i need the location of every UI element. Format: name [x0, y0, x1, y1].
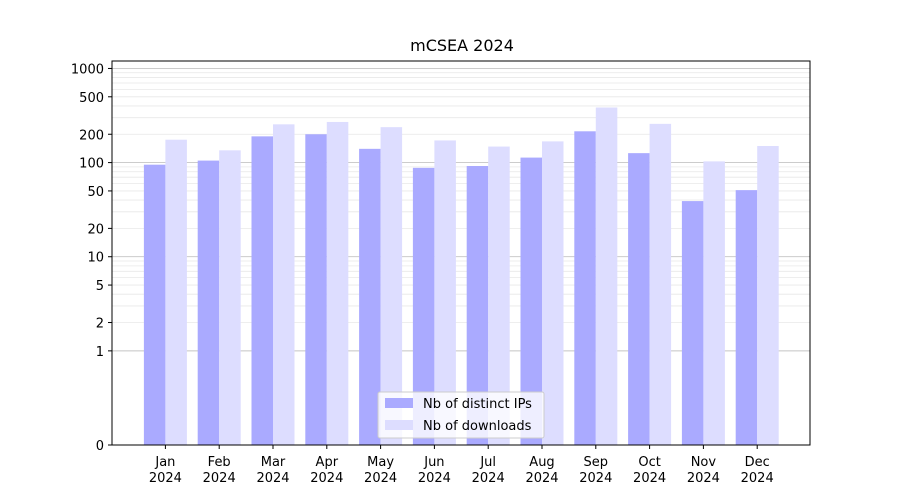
bar-downloads [219, 150, 241, 445]
y-tick-label: 1 [96, 345, 104, 360]
bar-downloads [434, 140, 456, 445]
bar-distinct-ips [412, 167, 435, 445]
bar-downloads [380, 127, 403, 445]
bar-downloads [703, 161, 725, 445]
y-axis: 0 1 2 5 10 20 50 100 200 500 1000 [71, 62, 112, 454]
x-tick-label: May 2024 [364, 455, 397, 486]
x-tick-label: Jun 2024 [418, 455, 451, 486]
y-tick-label: 10 [87, 251, 104, 266]
bar-distinct-ips [735, 190, 758, 445]
x-tick-label: Mar 2024 [256, 455, 289, 486]
y-tick-label: 20 [87, 222, 104, 237]
legend-swatch-distinct-ips [385, 398, 413, 408]
chart-title: mCSEA 2024 [410, 36, 514, 55]
legend: Nb of distinct IPs Nb of downloads [377, 391, 545, 439]
x-tick-label: Feb 2024 [203, 455, 236, 486]
y-tick-label: 200 [79, 128, 104, 143]
bar-distinct-ips [681, 201, 704, 445]
bar-distinct-ips [574, 131, 596, 445]
x-tick-label: Jan 2024 [149, 455, 182, 486]
bar-distinct-ips [197, 160, 220, 445]
legend-label-distinct-ips: Nb of distinct IPs [423, 397, 532, 412]
bar-downloads [326, 121, 349, 446]
bar-distinct-ips [628, 153, 650, 445]
bar-distinct-ips [520, 157, 542, 446]
bar-distinct-ips [305, 134, 327, 445]
y-tick-label: 1000 [71, 62, 104, 77]
bar-distinct-ips [359, 148, 381, 445]
x-tick-label: Oct 2024 [633, 455, 666, 486]
x-axis: Jan 2024 Feb 2024 Mar 2024 Apr 2024 May 2024 Jun 20… [149, 445, 774, 486]
bar-downloads [757, 146, 779, 445]
bar-distinct-ips [143, 164, 166, 445]
x-tick-label: Jul 2024 [472, 455, 505, 486]
legend-swatch-downloads [385, 420, 413, 430]
bar-downloads [649, 123, 672, 446]
legend-box [377, 391, 545, 439]
bar-downloads [273, 124, 295, 445]
y-tick-label: 100 [79, 157, 104, 172]
x-tick-label: Apr 2024 [310, 455, 343, 486]
y-tick-label: 5 [96, 279, 104, 294]
bar-distinct-ips [466, 165, 489, 445]
x-tick-label: Nov 2024 [687, 455, 720, 486]
x-tick-label: Aug 2024 [525, 455, 558, 486]
bar-downloads [595, 107, 618, 445]
y-tick-label: 500 [79, 91, 104, 106]
bar-downloads [542, 141, 564, 445]
x-tick-label: Sep 2024 [579, 455, 612, 486]
plot-frame [111, 60, 811, 446]
legend-label-downloads: Nb of downloads [423, 419, 532, 434]
bar-downloads [488, 146, 510, 445]
y-tick-label: 2 [96, 317, 104, 332]
bar-downloads [165, 139, 187, 446]
bar-distinct-ips [251, 136, 273, 445]
y-tick-label: 0 [96, 439, 104, 454]
x-tick-label: Dec 2024 [741, 455, 774, 486]
bars [143, 107, 779, 446]
y-tick-label: 50 [87, 185, 104, 200]
